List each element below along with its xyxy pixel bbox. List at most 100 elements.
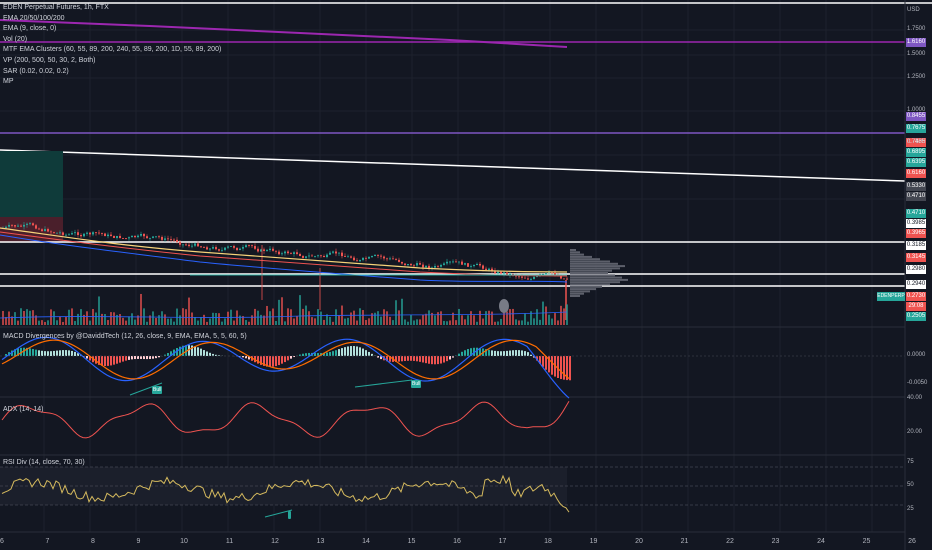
volume-bar <box>197 320 199 325</box>
macd-bar <box>389 356 391 362</box>
candle-body <box>26 223 28 225</box>
volume-bar <box>191 312 193 325</box>
macd-bar <box>302 353 304 356</box>
volume-bar <box>419 319 421 325</box>
volume-bar <box>224 318 226 325</box>
macd-bar <box>245 356 247 359</box>
price-label: 0.7675 <box>906 124 926 133</box>
candle-body <box>473 264 475 267</box>
macd-bar <box>275 356 277 367</box>
candle-body <box>53 232 55 234</box>
candle-body <box>266 250 268 251</box>
indicator-ema-20-50-100-200[interactable]: EMA 20/50/100/200 <box>3 14 65 22</box>
volume-bar <box>233 320 235 325</box>
candle-body <box>440 264 442 267</box>
macd-bar <box>560 356 562 380</box>
date-axis-tick: 16 <box>453 538 461 545</box>
volume-profile-bar <box>570 290 590 293</box>
price-axis-tick: 1.7500 <box>907 26 926 32</box>
candle-body <box>224 247 226 250</box>
volume-bar <box>458 308 460 325</box>
candle-body <box>407 263 409 266</box>
adx-pane-title[interactable]: ADX (14, 14) <box>3 406 44 413</box>
macd-bar <box>338 349 340 356</box>
volume-bar <box>422 314 424 325</box>
date-axis-tick: 20 <box>635 538 643 545</box>
volume-bar <box>83 314 85 325</box>
volume-profile-bar <box>570 258 600 261</box>
volume-bar <box>449 320 451 325</box>
indicator-mtf-ema-clusters[interactable]: MTF EMA Clusters (60, 55, 89, 200, 240, … <box>3 46 222 54</box>
candle-body <box>227 246 229 248</box>
date-axis-tick: 25 <box>862 538 871 545</box>
candle-body <box>470 266 472 267</box>
volume-bar <box>521 320 523 325</box>
volume-bar <box>98 296 100 325</box>
macd-bar <box>194 346 196 356</box>
price-axis-tick: 1.2500 <box>907 74 926 80</box>
macd-bar <box>476 347 478 356</box>
candle-body <box>161 236 163 240</box>
macd-bar <box>317 353 319 356</box>
symbol-title[interactable]: EDEN Perpetual Futures, 1h, FTX <box>3 4 109 11</box>
volume-bar <box>395 300 397 325</box>
candle-body <box>314 256 316 257</box>
macd-bar <box>65 350 67 356</box>
date-axis-tick: 6 <box>0 538 4 545</box>
volume-ma-line <box>0 311 568 319</box>
date-axis-tick: 21 <box>680 538 689 545</box>
volume-bar <box>212 312 214 325</box>
volume-bar <box>170 318 172 325</box>
candle-body <box>401 261 403 264</box>
candle-body <box>554 272 556 276</box>
candle-body <box>308 255 310 257</box>
rsi-pane-title[interactable]: RSI Div (14, close, 70, 30) <box>3 459 85 466</box>
volume-bar <box>317 309 319 325</box>
date-axis-tick: 8 <box>91 538 95 545</box>
volume-bar <box>41 320 43 325</box>
candle-body <box>188 244 190 247</box>
candle-body <box>545 272 547 274</box>
volume-bar <box>434 315 436 325</box>
macd-bar <box>308 352 310 356</box>
volume-bar <box>302 308 304 325</box>
indicator-sar[interactable]: SAR (0.02, 0.02, 0.2) <box>3 67 69 75</box>
volume-bar <box>119 314 121 325</box>
price-label: 0.8455 <box>906 112 926 121</box>
volume-bar <box>437 312 439 325</box>
price-label: 0.2980 <box>906 265 926 274</box>
candle-body <box>389 258 391 260</box>
volume-bar <box>122 317 124 325</box>
volume-bar <box>413 320 415 325</box>
candle-body <box>479 263 481 266</box>
macd-bar <box>500 351 502 356</box>
volume-bar <box>251 315 253 325</box>
volume-bar <box>239 315 241 325</box>
macd-bar <box>185 345 187 356</box>
macd-bar <box>149 356 151 360</box>
candle-body <box>269 248 271 251</box>
candle-body <box>221 249 223 251</box>
indicator-ema-9[interactable]: EMA (9, close, 0) <box>3 25 57 33</box>
indicator-mp[interactable]: MP <box>3 78 14 86</box>
rsi-bull-marker <box>288 511 291 519</box>
macd-pane-title[interactable]: MACD Divergences by @DaviddTech (12, 26,… <box>3 333 247 340</box>
volume-bar <box>500 318 502 325</box>
macd-bar <box>551 356 553 375</box>
macd-bar <box>128 356 130 360</box>
indicator-volume-profile[interactable]: VP (200, 500, 50, 30, 2, Both) <box>3 56 96 64</box>
indicator-volume[interactable]: Vol (20) <box>3 35 28 43</box>
candle-body <box>563 278 565 280</box>
volume-bar <box>431 312 433 325</box>
volume-profile-bar <box>570 274 615 277</box>
macd-bar <box>89 356 91 361</box>
candle-body <box>86 232 88 234</box>
macd-bar <box>509 350 511 356</box>
volume-bar <box>47 320 49 325</box>
bull-divergence-line-2 <box>354 379 413 388</box>
macd-bar <box>521 350 523 356</box>
currency-label[interactable]: USD <box>907 7 920 13</box>
volume-profile-bar <box>570 281 620 284</box>
candle-body <box>149 237 151 239</box>
